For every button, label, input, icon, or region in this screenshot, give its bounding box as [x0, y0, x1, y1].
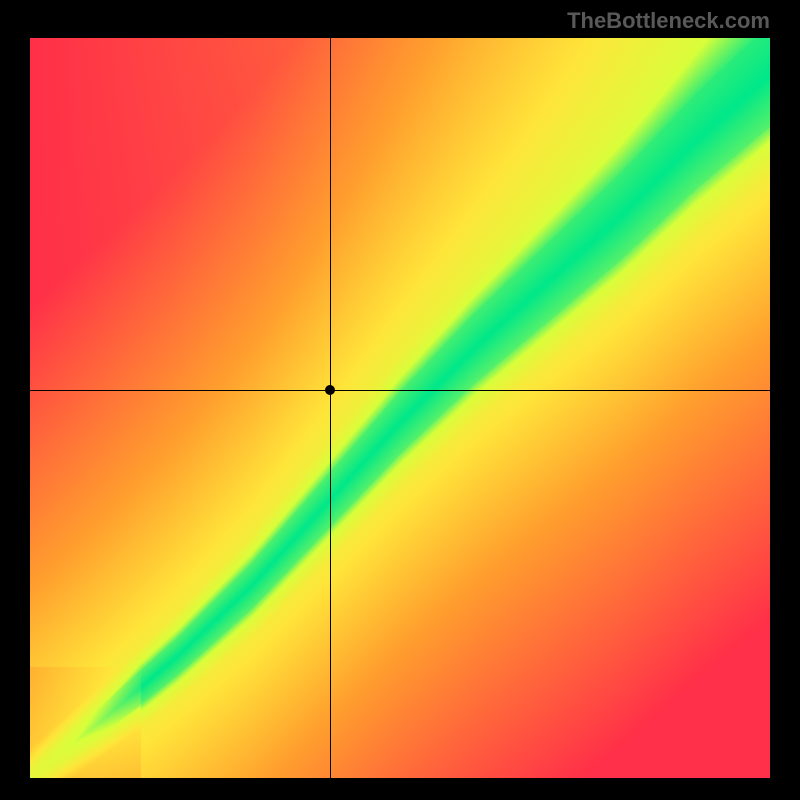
crosshair-marker	[325, 385, 335, 395]
crosshair-vertical	[330, 38, 331, 778]
watermark-text: TheBottleneck.com	[567, 8, 770, 34]
heatmap-canvas	[30, 38, 770, 778]
crosshair-horizontal	[30, 390, 770, 391]
heatmap-plot	[30, 38, 770, 778]
